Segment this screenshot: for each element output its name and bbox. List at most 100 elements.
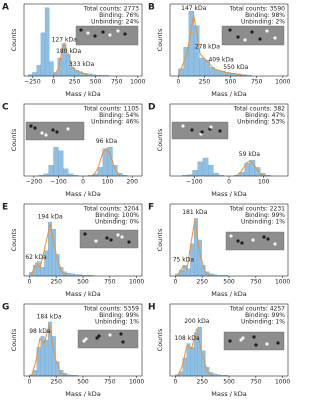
x-tick-label: 750: [250, 379, 262, 386]
panel: H Counts Mass / kDa 0 250 500 750 1000 Total cou…: [148, 303, 290, 399]
inset-particle: [108, 33, 112, 37]
x-axis-label: Mass / kDa: [65, 290, 100, 298]
panel: E Counts Mass / kDa 0 250 500 750 1000 Total cou…: [2, 203, 144, 299]
histogram-bar: [192, 170, 198, 177]
peak-annotation: 278 kDa: [195, 44, 220, 51]
inset-particle: [83, 232, 87, 236]
y-axis-label: Counts: [156, 28, 164, 51]
histogram-bar: [68, 173, 74, 177]
x-tick-label: 0: [81, 179, 85, 186]
inset-particle: [276, 341, 280, 345]
histogram-bar: [40, 32, 46, 77]
x-tick-label: 750: [250, 279, 262, 286]
histogram-bar: [208, 165, 214, 177]
peak-annotation: 409 kDa: [208, 57, 233, 64]
x-tick-label: 1000: [275, 79, 290, 86]
x-tick-label: 0: [173, 379, 177, 386]
peak-annotation: 333 kDa: [69, 61, 94, 68]
panel: F Counts Mass / kDa 0 250 500 750 1000 Total cou…: [148, 203, 290, 299]
inset-particle: [108, 333, 112, 337]
panel-label: A: [2, 3, 9, 13]
x-tick-label: 1000: [275, 279, 290, 286]
peak-annotation: 147 kDa: [181, 5, 206, 12]
inset-particle: [95, 336, 99, 340]
stats-text: Binding: 76%: [99, 12, 139, 19]
x-tick-label: −100: [50, 179, 67, 186]
inset-image: [25, 121, 85, 141]
histogram-bar: [66, 272, 71, 277]
x-tick-label: 1000: [130, 79, 145, 86]
panel: D Counts Mass / kDa −100 0 100 Total counts: 3…: [148, 103, 289, 198]
inset-particle: [55, 130, 59, 134]
fit-curve: [177, 328, 214, 377]
histogram-bar: [36, 65, 42, 77]
x-tick-label: 750: [251, 79, 263, 86]
x-tick-label: 250: [50, 379, 62, 386]
stats-text: Binding: 99%: [99, 312, 139, 319]
inset-particle: [97, 334, 101, 338]
stats-text: Total counts: 3204: [83, 206, 139, 213]
panel-label: D: [148, 103, 155, 113]
stats-text: Total counts: 5359: [83, 306, 139, 313]
inset-particle: [209, 125, 213, 129]
y-axis-label: Counts: [10, 328, 18, 351]
inset-particle: [254, 343, 258, 347]
histogram-bar: [44, 339, 49, 377]
stats-text: Unbinding: 53%: [237, 119, 285, 126]
inset-particle: [29, 124, 33, 128]
stats-text: Unbinding: 0%: [95, 219, 139, 226]
x-tick-label: 0: [227, 179, 231, 186]
peak-annotation: 184 kDa: [37, 313, 62, 320]
stats-text: Binding: 100%: [95, 212, 139, 219]
x-axis-label: Mass / kDa: [65, 390, 100, 398]
x-axis-label: Mass / kDa: [211, 190, 246, 198]
x-axis-label: Mass / kDa: [211, 90, 246, 98]
inset-particle: [119, 332, 123, 336]
inset-particle: [101, 30, 105, 34]
x-axis-label: Mass / kDa: [211, 290, 246, 298]
x-tick-label: 0: [173, 279, 177, 286]
stats-text: Total counts: 4257: [229, 306, 285, 313]
y-axis-label: Counts: [156, 328, 164, 351]
axes-frame: [169, 3, 289, 77]
x-tick-label: 1000: [129, 379, 144, 386]
inset-particle: [84, 337, 88, 341]
x-axis-label: Mass / kDa: [65, 190, 100, 198]
panel-label: H: [148, 303, 156, 313]
inset-particle: [40, 131, 44, 135]
stats-text: Unbinding: 1%: [241, 219, 285, 226]
inset-particle: [251, 238, 255, 242]
x-tick-label: 250: [196, 279, 208, 286]
peak-annotation: 200 kDa: [184, 318, 209, 325]
histogram-bar: [202, 157, 209, 177]
stats-text: Unbinding: 1%: [241, 319, 285, 326]
panel: A Counts Mass / kDa −250 0 250 500 750 1000 Total…: [2, 3, 146, 99]
x-tick-label: 250: [50, 279, 62, 286]
histogram-bar: [43, 173, 49, 177]
x-tick-label: 250: [199, 79, 211, 86]
stats-text: Unbinding: 2%: [241, 19, 285, 26]
fit-curve: [92, 147, 121, 177]
x-tick-label: 500: [77, 279, 89, 286]
peak-annotation: 75 kDa: [173, 257, 195, 264]
panel-label: C: [2, 103, 9, 113]
histogram-bar: [188, 11, 195, 77]
x-tick-label: 500: [77, 379, 89, 386]
x-tick-label: 250: [69, 79, 81, 86]
stats-text: Binding: 98%: [245, 12, 285, 19]
stats-text: Binding: 54%: [99, 112, 139, 119]
inset-particle: [94, 239, 98, 243]
inset-image: [223, 331, 285, 351]
inset-particle: [200, 130, 204, 134]
inset-image: [79, 229, 139, 249]
histogram-bar: [199, 57, 205, 77]
inset-particle: [218, 129, 222, 133]
fit-curve: [235, 160, 265, 177]
inset-particle: [243, 38, 247, 42]
inset-particle: [123, 32, 127, 36]
inset-particle: [105, 236, 109, 240]
inset-particle: [250, 30, 254, 34]
inset-particle: [236, 239, 240, 243]
inset-particle: [190, 128, 194, 132]
y-axis-label: Counts: [156, 228, 164, 251]
